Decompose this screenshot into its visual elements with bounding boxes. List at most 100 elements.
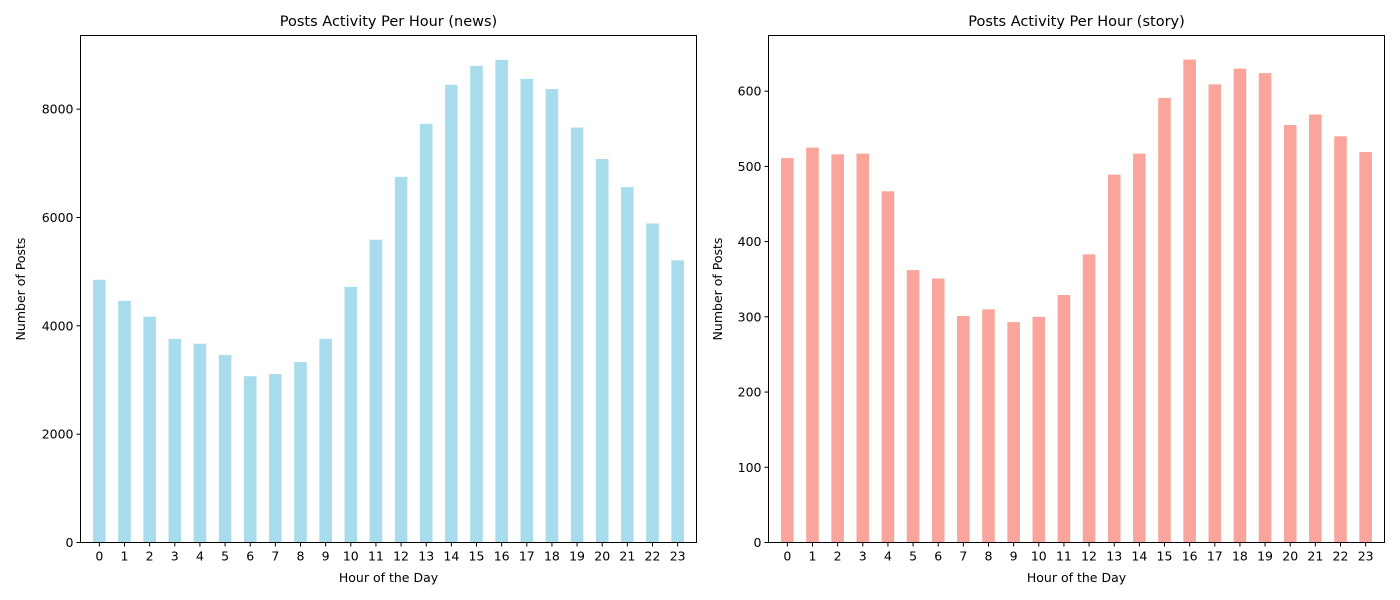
y-tick-label: 0 — [754, 535, 762, 550]
x-tick-label: 11 — [1056, 549, 1072, 564]
y-tick-label: 100 — [738, 460, 762, 475]
x-tick-label: 20 — [594, 549, 610, 564]
bar-4 — [881, 191, 895, 543]
x-tick-label: 7 — [959, 549, 967, 564]
bar-16 — [1183, 59, 1196, 543]
x-tick-label: 14 — [1131, 549, 1147, 564]
x-tick-label: 7 — [271, 549, 279, 564]
bar-15 — [1158, 97, 1171, 543]
bar-16 — [495, 59, 508, 543]
x-tick-label: 13 — [1106, 549, 1122, 564]
bar-1 — [806, 147, 819, 543]
x-tick-label: 5 — [221, 549, 229, 564]
x-tick-label: 15 — [1157, 549, 1173, 564]
bar-0 — [781, 158, 794, 543]
x-tick-label: 3 — [859, 549, 867, 564]
y-tick-label: 0 — [66, 535, 74, 550]
x-tick-label: 2 — [146, 549, 154, 564]
bar-14 — [1133, 153, 1146, 543]
x-tick-label: 19 — [1257, 549, 1273, 564]
x-tick-label: 10 — [1031, 549, 1047, 564]
bar-8 — [982, 309, 995, 543]
y-axis-label: Number of Posts — [710, 238, 725, 341]
bar-23 — [671, 260, 684, 543]
bar-9 — [319, 338, 332, 543]
x-tick-label: 10 — [343, 549, 359, 564]
x-tick-label: 9 — [1010, 549, 1018, 564]
x-axis-label: Hour of the Day — [339, 570, 439, 585]
bar-6 — [243, 376, 257, 543]
bar-0 — [93, 279, 106, 543]
x-tick-label: 22 — [645, 549, 661, 564]
bar-3 — [168, 338, 182, 543]
x-tick-label: 19 — [569, 549, 585, 564]
x-tick-label: 23 — [1358, 549, 1374, 564]
y-tick-label: 2000 — [42, 427, 74, 442]
bar-18 — [545, 89, 559, 543]
bar-2 — [143, 316, 156, 543]
y-tick-group: 0 100 200 300 400 500 600 — [738, 84, 769, 550]
bar-17 — [520, 78, 534, 543]
bar-22 — [1334, 136, 1347, 543]
y-tick-label: 500 — [738, 159, 762, 174]
x-tick-label: 2 — [834, 549, 842, 564]
x-tick-label: 18 — [1232, 549, 1248, 564]
x-tick-label: 23 — [670, 549, 686, 564]
chart-title: Posts Activity Per Hour (story) — [968, 14, 1185, 30]
x-tick-label: 13 — [418, 549, 434, 564]
y-tick-label: 4000 — [42, 318, 74, 333]
bar-18 — [1233, 68, 1247, 543]
chart-panel-story: Posts Activity Per Hour (story) Hour of … — [710, 14, 1385, 585]
x-tick-label: 21 — [619, 549, 635, 564]
bar-group — [781, 59, 1372, 543]
x-tick-label: 3 — [171, 549, 179, 564]
bar-10 — [344, 286, 358, 543]
bar-11 — [369, 239, 383, 543]
x-tick-label: 17 — [519, 549, 535, 564]
bar-22 — [646, 223, 659, 543]
y-tick-label: 300 — [738, 309, 762, 324]
x-tick-group: 0 1 2 3 4 5 6 7 8 9 10 11 12 13 14 15 16 17 18 19 20 21 22 23 — [95, 542, 686, 564]
plot-frame — [80, 35, 697, 543]
bar-11 — [1057, 295, 1071, 543]
bar-14 — [445, 84, 458, 543]
y-tick-label: 400 — [738, 234, 762, 249]
x-tick-label: 17 — [1207, 549, 1223, 564]
x-tick-label: 15 — [469, 549, 485, 564]
bar-20 — [595, 159, 609, 543]
y-tick-label: 600 — [738, 84, 762, 99]
y-tick-label: 6000 — [42, 210, 74, 225]
x-tick-label: 21 — [1307, 549, 1323, 564]
bar-17 — [1208, 84, 1222, 543]
bar-group — [93, 59, 684, 543]
x-tick-label: 6 — [934, 549, 942, 564]
bar-20 — [1283, 125, 1297, 543]
chart-title: Posts Activity Per Hour (news) — [280, 14, 497, 30]
bar-13 — [1107, 174, 1121, 543]
y-tick-label: 200 — [738, 385, 762, 400]
x-tick-group: 0 1 2 3 4 5 6 7 8 9 10 11 12 13 14 15 16 17 18 19 20 21 22 23 — [783, 542, 1374, 564]
bar-10 — [1032, 316, 1046, 543]
bar-7 — [957, 316, 970, 543]
bar-2 — [831, 154, 844, 543]
x-tick-label: 12 — [1081, 549, 1097, 564]
bar-12 — [1082, 254, 1096, 543]
y-tick-label: 8000 — [42, 102, 74, 117]
bar-19 — [1258, 73, 1272, 543]
x-tick-label: 18 — [544, 549, 560, 564]
x-tick-label: 14 — [443, 549, 459, 564]
bar-13 — [419, 123, 433, 543]
bar-15 — [470, 65, 483, 543]
bar-19 — [570, 127, 584, 543]
bar-3 — [856, 153, 870, 543]
x-tick-label: 9 — [322, 549, 330, 564]
bar-12 — [394, 176, 408, 543]
x-tick-label: 8 — [985, 549, 993, 564]
bar-5 — [218, 355, 232, 543]
x-tick-label: 0 — [95, 549, 103, 564]
bar-9 — [1007, 322, 1020, 543]
x-tick-label: 0 — [783, 549, 791, 564]
bar-21 — [621, 187, 634, 543]
